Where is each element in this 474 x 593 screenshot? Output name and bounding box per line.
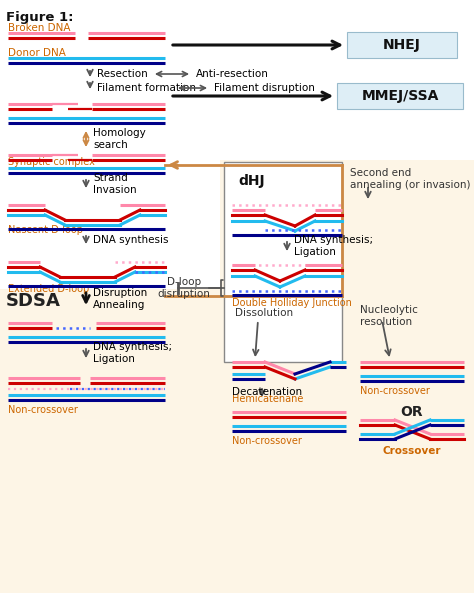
Text: OR: OR <box>401 405 423 419</box>
Text: Non-crossover: Non-crossover <box>8 405 78 415</box>
Text: Disruption
Annealing: Disruption Annealing <box>93 288 147 310</box>
Bar <box>220 160 474 593</box>
Text: Resection: Resection <box>97 69 148 79</box>
Text: Dissolution: Dissolution <box>235 308 293 318</box>
FancyBboxPatch shape <box>337 83 463 109</box>
Text: Hemicatenane: Hemicatenane <box>232 394 303 404</box>
Text: Synaptic complex: Synaptic complex <box>8 157 95 167</box>
Text: DNA synthesis;
Ligation: DNA synthesis; Ligation <box>93 342 172 364</box>
Text: Donor DNA: Donor DNA <box>8 48 66 58</box>
Text: Broken DNA: Broken DNA <box>8 23 71 33</box>
Text: DNA synthesis;
Ligation: DNA synthesis; Ligation <box>294 235 373 257</box>
Text: Double Holliday Junction: Double Holliday Junction <box>232 298 352 308</box>
Text: Filament formation: Filament formation <box>97 83 196 93</box>
Bar <box>0 289 220 593</box>
Text: Figure 1:: Figure 1: <box>6 11 73 24</box>
Text: Nucleolytic
resolution: Nucleolytic resolution <box>360 305 418 327</box>
Text: Nascent D-loop: Nascent D-loop <box>8 225 83 235</box>
Text: MMEJ/SSA: MMEJ/SSA <box>361 89 439 103</box>
Text: dHJ: dHJ <box>238 174 264 188</box>
Text: Non-crossover: Non-crossover <box>232 436 302 446</box>
Text: SDSA: SDSA <box>6 292 61 310</box>
Text: D-loop
disruption: D-loop disruption <box>157 277 210 299</box>
Text: Non-crossover: Non-crossover <box>360 386 430 396</box>
Text: Second end
annealing (or invasion): Second end annealing (or invasion) <box>350 168 471 190</box>
Text: NHEJ: NHEJ <box>383 38 421 52</box>
Text: Extended D-loop: Extended D-loop <box>8 284 89 294</box>
Text: Strand
Invasion: Strand Invasion <box>93 173 137 195</box>
Text: Decatenation: Decatenation <box>232 387 302 397</box>
FancyBboxPatch shape <box>224 162 342 362</box>
Text: Homology
search: Homology search <box>93 128 146 150</box>
Text: Crossover: Crossover <box>383 446 441 456</box>
Text: DNA synthesis: DNA synthesis <box>93 235 168 245</box>
Text: Filament disruption: Filament disruption <box>214 83 315 93</box>
FancyBboxPatch shape <box>347 32 457 58</box>
Text: Anti-resection: Anti-resection <box>196 69 269 79</box>
